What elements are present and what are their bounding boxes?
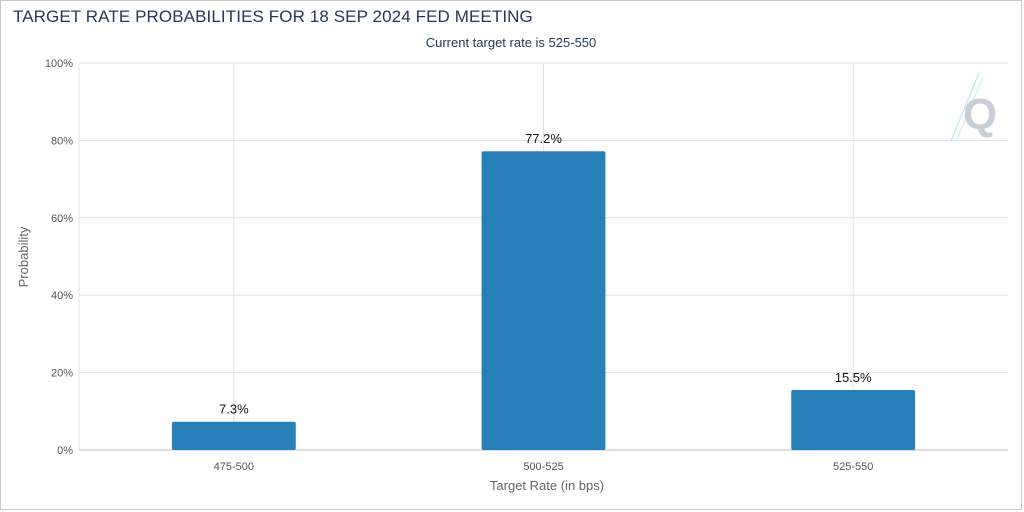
y-tick-label: 40%: [51, 290, 73, 302]
data-label: 7.3%: [219, 402, 249, 417]
y-tick-label: 20%: [51, 368, 73, 380]
bar-525-550[interactable]: [791, 390, 916, 450]
q-logo-icon: Q: [950, 72, 997, 142]
svg-text:Q: Q: [963, 90, 997, 139]
x-tick-label: 475-500: [214, 461, 254, 473]
y-tick-label: 100%: [45, 58, 73, 70]
x-tick-label: 500-525: [523, 461, 563, 473]
bar-layer: [171, 151, 916, 450]
data-label: 15.5%: [835, 370, 872, 385]
y-tick-label: 60%: [51, 213, 73, 225]
bar-500-525[interactable]: [481, 151, 606, 450]
data-label: 77.2%: [525, 131, 562, 146]
bar-475-500[interactable]: [171, 421, 296, 450]
y-axis-title: Probability: [16, 226, 31, 287]
chart-title: TARGET RATE PROBABILITIES FOR 18 SEP 202…: [13, 7, 533, 26]
x-tick-label: 525-550: [833, 461, 873, 473]
y-tick-label: 80%: [51, 135, 73, 147]
label-layer: 0% 20% 40% 60% 80% 100% 7.3% 475-500 77.2% 500-52…: [45, 58, 873, 473]
x-axis-title: Target Rate (in bps): [490, 478, 604, 493]
y-tick-label: 0%: [57, 445, 73, 457]
chart-subtitle: Current target rate is 525-550: [425, 35, 597, 50]
